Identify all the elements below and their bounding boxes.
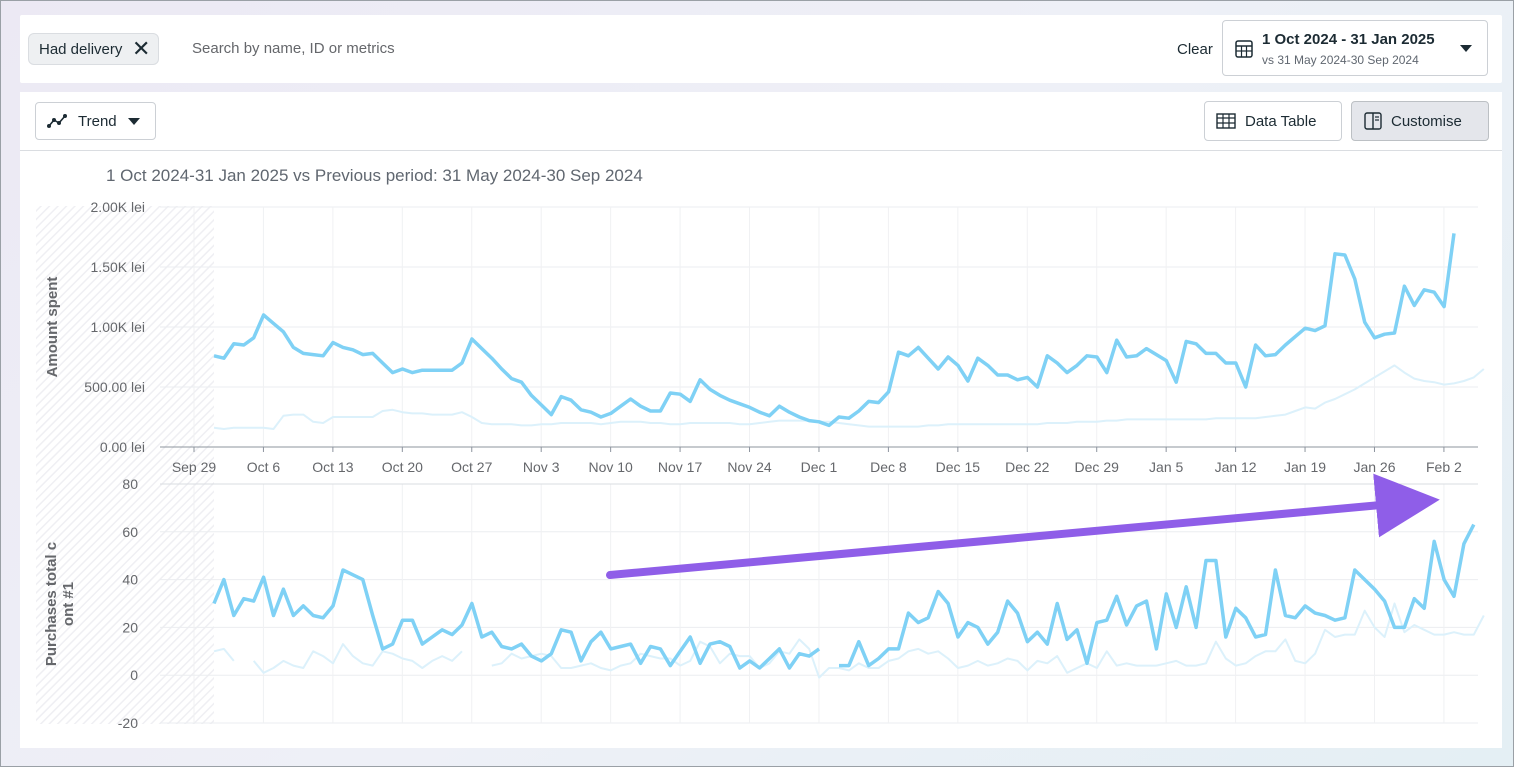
x-tick-label: Jan 26 [1353, 459, 1395, 475]
y-tick-label: 40 [122, 572, 138, 588]
y-tick-label: 2.00K lei [91, 199, 145, 215]
trend-icon [47, 114, 67, 128]
y-axis-title: Purchases total cont #1 [43, 542, 77, 666]
x-tick-label: Oct 6 [247, 459, 281, 475]
y-tick-label: 1.50K lei [91, 259, 145, 275]
x-tick-label: Oct 13 [312, 459, 353, 475]
trend-arrow [606, 473, 1440, 579]
filter-chip-label: Had delivery [39, 41, 123, 58]
view-type-dropdown[interactable]: Trend [35, 102, 156, 140]
y-tick-label: 60 [122, 524, 138, 540]
x-tick-label: Dec 8 [870, 459, 907, 475]
y-tick-label: 0 [130, 667, 138, 683]
x-tick-label: Nov 3 [523, 459, 560, 475]
x-tick-label: Sep 29 [172, 459, 217, 475]
chart-panel: Trend Data Table Customise 1 Oct 2024-31… [20, 92, 1502, 748]
compare-range-text: vs 31 May 2024-30 Sep 2024 [1262, 53, 1419, 67]
series-line-current [212, 523, 1476, 670]
calendar-icon [1235, 40, 1253, 58]
view-type-label: Trend [78, 113, 117, 130]
x-tick-label: Feb 2 [1426, 459, 1462, 475]
y-tick-label: 80 [122, 476, 138, 492]
search-input[interactable] [190, 39, 694, 58]
customise-button[interactable]: Customise [1351, 101, 1489, 141]
x-tick-label: Oct 27 [451, 459, 492, 475]
y-tick-label: -20 [118, 715, 138, 731]
x-tick-label: Dec 15 [936, 459, 981, 475]
series-line-current [213, 233, 1456, 428]
data-table-button[interactable]: Data Table [1204, 101, 1342, 141]
filter-chip[interactable]: Had delivery ✕ [28, 33, 160, 65]
y-tick-label: 0.00 lei [100, 439, 145, 455]
customise-label: Customise [1391, 113, 1462, 130]
x-tick-label: Dec 29 [1075, 459, 1120, 475]
x-tick-label: Nov 17 [658, 459, 703, 475]
x-tick-label: Nov 24 [727, 459, 772, 475]
chevron-down-icon [128, 118, 140, 125]
y-tick-label: 1.00K lei [91, 319, 145, 335]
y-tick-label: 500.00 lei [84, 379, 145, 395]
series-line-previous [213, 364, 1485, 430]
chevron-down-icon [1460, 45, 1472, 52]
x-tick-label: Dec 1 [801, 459, 838, 475]
clear-button[interactable]: Clear [1177, 41, 1213, 58]
panel-icon [1364, 112, 1382, 130]
chart-title: 1 Oct 2024-31 Jan 2025 vs Previous perio… [106, 166, 643, 185]
hatched-region [36, 206, 214, 724]
close-icon[interactable]: ✕ [131, 36, 151, 61]
data-table-label: Data Table [1245, 113, 1317, 130]
y-tick-label: 20 [122, 619, 138, 635]
date-range-picker[interactable]: 1 Oct 2024 - 31 Jan 2025 vs 31 May 2024-… [1222, 20, 1488, 76]
filter-bar: Had delivery ✕ Clear 1 Oct 2024 - 31 Jan… [20, 15, 1502, 83]
x-tick-label: Jan 19 [1284, 459, 1326, 475]
table-icon [1216, 113, 1236, 129]
x-tick-label: Oct 20 [382, 459, 423, 475]
series-line-previous [213, 602, 1485, 679]
x-tick-label: Jan 12 [1215, 459, 1257, 475]
x-tick-label: Jan 5 [1149, 459, 1183, 475]
x-tick-label: Nov 10 [588, 459, 633, 475]
toolbar-divider [20, 150, 1502, 151]
y-axis-title: Amount spent [44, 277, 61, 378]
date-range-text: 1 Oct 2024 - 31 Jan 2025 [1262, 31, 1435, 48]
x-tick-label: Dec 22 [1005, 459, 1050, 475]
